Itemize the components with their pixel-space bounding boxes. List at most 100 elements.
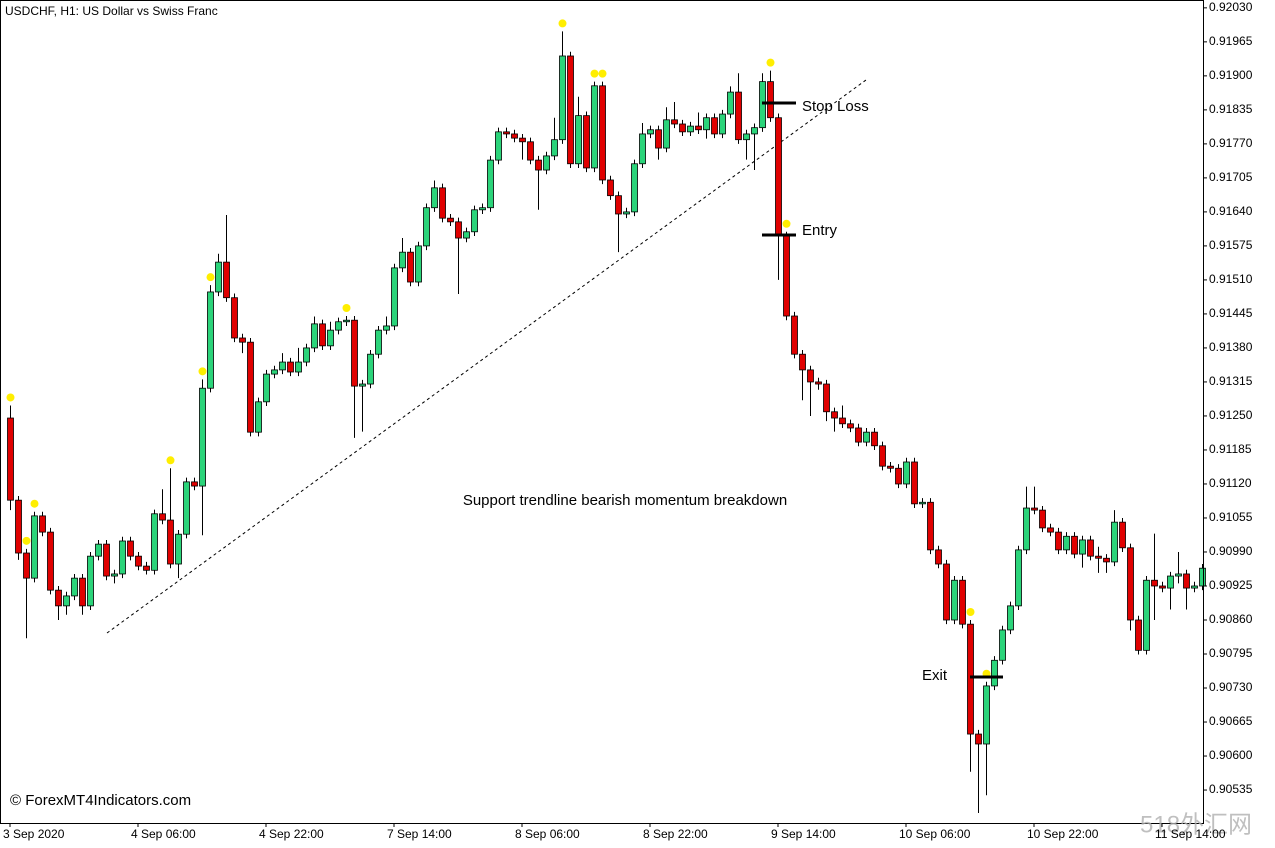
candle-body [439, 187, 446, 219]
candle-body [911, 461, 918, 505]
candle-body [271, 369, 278, 375]
candle-body [215, 261, 222, 293]
candle-body [447, 217, 454, 223]
annotation: Support trendline bearish momentum break… [463, 492, 787, 509]
y-tick-label: 0.90795 [1209, 646, 1253, 660]
y-tick-label: 0.91835 [1209, 102, 1253, 116]
candle-body [991, 659, 998, 687]
signal-dot [198, 367, 207, 376]
candle-body [759, 81, 766, 129]
candle-body [1159, 585, 1166, 589]
candle-body [623, 211, 630, 215]
y-tick-label: 0.90535 [1209, 782, 1253, 796]
candle-body [607, 179, 614, 197]
candle-body [415, 245, 422, 283]
x-tick-label: 4 Sep 06:00 [131, 827, 196, 841]
candle-body [327, 329, 334, 347]
candle-body [983, 685, 990, 745]
candle-body [999, 629, 1006, 661]
candle-body [31, 515, 38, 579]
signal-dot [966, 607, 975, 616]
candle-body [919, 501, 926, 505]
candle-body [815, 381, 822, 385]
candle-body [487, 159, 494, 209]
candle-body [871, 431, 878, 447]
y-tick-label: 0.92030 [1209, 0, 1253, 14]
y-tick-label: 0.90925 [1209, 578, 1253, 592]
candle-body [55, 589, 62, 607]
candle-body [383, 325, 390, 331]
x-tick-label: 11 Sep 14:00 [1155, 827, 1226, 841]
candle-body [119, 540, 126, 575]
candle-body [143, 565, 150, 571]
candle-body [7, 417, 14, 501]
signal-dot [766, 58, 775, 67]
y-tick-label: 0.91445 [1209, 306, 1253, 320]
candle-body [1167, 575, 1174, 589]
candle-body [199, 387, 206, 487]
candle-body [231, 297, 238, 339]
candle-body [671, 119, 678, 125]
candle-body [111, 573, 118, 577]
y-tick-label: 0.91250 [1209, 408, 1253, 422]
candle-body [631, 163, 638, 213]
candle-body [279, 361, 286, 371]
candle-body [567, 55, 574, 165]
candle-body [855, 427, 862, 443]
candle-body [335, 321, 342, 331]
candle-body [831, 411, 838, 419]
y-tick-label: 0.91315 [1209, 374, 1253, 388]
candle-body [1191, 585, 1198, 589]
candle-body [167, 519, 174, 565]
candle-body [559, 55, 566, 141]
candle-body [1087, 539, 1094, 557]
watermark: 518外汇网 [1140, 811, 1252, 838]
y-tick-label: 0.90990 [1209, 544, 1253, 558]
candle-body [719, 113, 726, 135]
candles [6, 19, 1206, 814]
candle-body [1007, 605, 1014, 631]
candle-body [1055, 531, 1062, 551]
candle-body [775, 117, 782, 237]
candle-body [863, 431, 870, 443]
candle-body [471, 209, 478, 233]
candle-body [311, 323, 318, 349]
y-tick-label: 0.90860 [1209, 612, 1253, 626]
candle-body [615, 195, 622, 215]
candle-body [151, 513, 158, 571]
candle-body [255, 401, 262, 433]
candle-body [399, 251, 406, 269]
candle-body [135, 555, 142, 567]
candle-body [927, 501, 934, 551]
candle-body [263, 373, 270, 403]
candle-body [511, 133, 518, 139]
y-tick-label: 0.90730 [1209, 680, 1253, 694]
signal-dot [590, 69, 599, 78]
candle-body [127, 540, 134, 557]
candle-body [951, 579, 958, 621]
candle-body [655, 129, 662, 149]
candle-body [1015, 549, 1022, 607]
candle-body [1183, 573, 1190, 589]
candle-body [431, 187, 438, 209]
candle-body [319, 323, 326, 347]
candle-body [943, 563, 950, 621]
x-tick-label: 7 Sep 14:00 [387, 827, 452, 841]
candle-body [1103, 557, 1110, 563]
candle-body [823, 383, 830, 413]
y-tick-label: 0.91770 [1209, 136, 1253, 150]
signal-dot [342, 304, 351, 313]
candle-body [639, 133, 646, 165]
candle-body [455, 221, 462, 239]
candle-body [575, 115, 582, 165]
candle-body [1143, 579, 1150, 651]
candle-body [287, 361, 294, 373]
y-tick-label: 0.90665 [1209, 714, 1253, 728]
candle-body [551, 139, 558, 157]
candle-body [535, 159, 542, 171]
candle-body [799, 353, 806, 371]
candle-body [351, 319, 358, 387]
signal-dot [22, 536, 31, 545]
candle-body [79, 577, 86, 607]
